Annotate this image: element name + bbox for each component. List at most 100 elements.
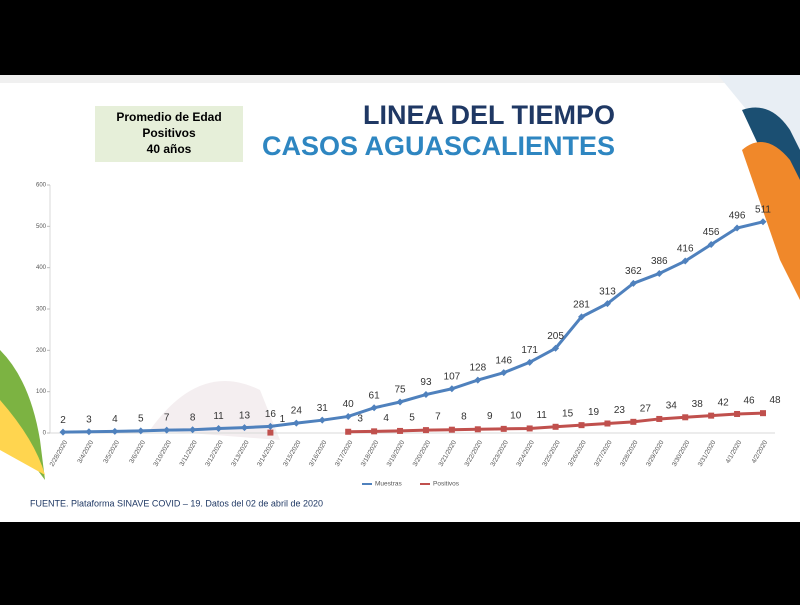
data-label: 34 <box>666 401 678 412</box>
decor-orange <box>742 142 800 300</box>
decor-green <box>0 350 45 480</box>
marker <box>734 410 741 417</box>
info-text: Positivos <box>142 126 196 140</box>
data-label: 8 <box>190 412 196 423</box>
y-tick-label: 100 <box>36 389 47 395</box>
marker <box>422 427 429 434</box>
data-label: 416 <box>677 244 694 255</box>
y-tick-label: 400 <box>36 265 47 271</box>
data-label: 11 <box>536 410 547 421</box>
marker <box>552 344 560 352</box>
marker <box>189 426 197 434</box>
marker <box>759 218 767 226</box>
top-strip <box>0 75 800 83</box>
marker <box>474 426 481 433</box>
marker <box>318 416 326 424</box>
marker <box>371 428 378 435</box>
data-label: 93 <box>420 377 432 388</box>
data-label: 40 <box>343 399 355 410</box>
marker <box>708 412 715 419</box>
legend-label: Positivos <box>433 481 460 488</box>
marker <box>396 398 404 406</box>
data-label: 386 <box>651 256 668 267</box>
chart-title: LINEA DEL TIEMPO <box>363 100 615 130</box>
marker <box>578 313 586 321</box>
data-label: 15 <box>562 408 574 419</box>
data-label: 8 <box>461 411 467 422</box>
data-label: 2 <box>60 415 66 426</box>
marker <box>500 425 507 432</box>
marker <box>397 427 404 434</box>
marker <box>526 425 533 432</box>
data-label: 31 <box>317 403 329 414</box>
marker <box>656 415 663 422</box>
source-note: FUENTE. Plataforma SINAVE COVID – 19. Da… <box>30 498 323 508</box>
marker <box>707 241 715 249</box>
data-label: 24 <box>291 406 303 417</box>
marker <box>240 424 248 432</box>
data-label: 171 <box>521 345 538 356</box>
data-label: 3 <box>86 414 92 425</box>
marker <box>682 414 689 421</box>
data-label: 146 <box>495 355 512 366</box>
data-label: 107 <box>444 371 461 382</box>
data-label: 48 <box>769 395 781 406</box>
data-label: 46 <box>744 396 756 407</box>
data-label: 4 <box>383 413 389 424</box>
info-box <box>95 106 243 162</box>
marker <box>370 404 378 412</box>
data-label: 23 <box>614 405 626 416</box>
y-tick-label: 0 <box>43 431 47 437</box>
data-label: 9 <box>487 411 493 422</box>
marker <box>526 358 534 366</box>
data-label: 13 <box>239 410 251 421</box>
marker <box>422 391 430 399</box>
marker <box>448 385 456 393</box>
marker <box>474 376 482 384</box>
chart-subtitle: CASOS AGUASCALIENTES <box>262 131 615 161</box>
data-label: 19 <box>588 407 600 418</box>
data-label: 10 <box>510 411 522 422</box>
data-label: 128 <box>469 363 486 374</box>
marker <box>137 427 145 435</box>
data-label: 27 <box>640 403 652 414</box>
data-label: 456 <box>703 227 720 238</box>
marker <box>215 424 223 432</box>
data-label: 16 <box>265 409 277 420</box>
data-label: 313 <box>599 286 616 297</box>
marker <box>292 419 300 427</box>
data-label: 7 <box>435 412 441 423</box>
marker <box>448 426 455 433</box>
data-label: 362 <box>625 266 642 277</box>
marker <box>733 224 741 232</box>
data-label: 3 <box>357 413 363 424</box>
data-label: 205 <box>547 331 564 342</box>
marker <box>163 426 171 434</box>
data-label: 61 <box>369 390 381 401</box>
marker <box>603 300 611 308</box>
y-tick-label: 200 <box>36 348 47 354</box>
decor-yellow <box>0 400 45 475</box>
data-label: 11 <box>213 411 224 422</box>
data-label: 5 <box>409 413 415 424</box>
marker <box>500 369 508 377</box>
marker <box>111 427 119 435</box>
info-text: Promedio de Edad <box>116 110 221 124</box>
data-label: 4 <box>112 414 118 425</box>
marker <box>266 422 274 430</box>
legend-label: Muestras <box>375 481 402 488</box>
y-tick-label: 600 <box>36 183 47 189</box>
data-label: 1 <box>280 414 286 425</box>
marker <box>578 422 585 429</box>
marker <box>629 279 637 287</box>
marker <box>760 410 766 417</box>
marker <box>681 257 689 265</box>
marker <box>655 269 663 277</box>
marker <box>85 428 93 436</box>
data-label: 7 <box>164 413 170 424</box>
marker <box>59 428 67 436</box>
data-label: 5 <box>138 414 144 425</box>
info-text: 40 años <box>147 142 192 156</box>
decor-soft <box>150 381 280 440</box>
